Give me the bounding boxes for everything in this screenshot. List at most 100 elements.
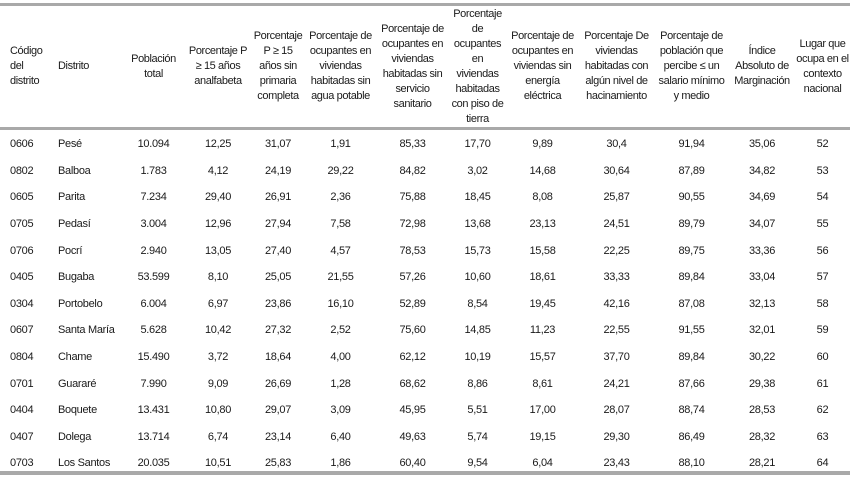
table-cell: 60,40 (399, 457, 426, 470)
table-cell: 4,57 (330, 244, 351, 257)
table-cell: 68,62 (399, 377, 426, 390)
table-cell: 27,40 (264, 244, 292, 257)
table-cell: 1,91 (330, 138, 351, 151)
table-cell: 85,33 (399, 138, 426, 151)
table-cell: 89,84 (678, 271, 705, 284)
table-row: 0304 Portobelo 6.004 6,97 23,86 16,10 52,89 8,5… (0, 291, 850, 318)
table-cell: 27,32 (264, 324, 292, 337)
table-cell: 4,00 (330, 351, 351, 364)
table-cell: 6,97 (207, 297, 229, 310)
column-header: Porcentaje de ocupantes en viviendas hab… (451, 7, 504, 125)
column-header: Código del distrito (10, 45, 43, 87)
table-cell: 1,28 (330, 377, 351, 390)
table-cell: 8,86 (467, 377, 488, 390)
table-cell: 75,88 (399, 191, 426, 204)
table-cell: 18,64 (264, 351, 292, 364)
header-row: Código del distrito Distrito Población tot… (0, 6, 850, 127)
table-cell: 6,40 (330, 430, 351, 443)
table-cell: 31,07 (264, 138, 292, 151)
table-cell: 8,10 (207, 271, 229, 284)
table-cell: 87,08 (678, 297, 705, 310)
table-cell: 9,09 (207, 377, 229, 390)
table-cell: 78,53 (399, 244, 426, 257)
table-cell: 60 (816, 351, 829, 364)
column-header: Índice Absoluto de Marginación (734, 45, 790, 87)
table-cell: 26,69 (264, 377, 292, 390)
table-cell: Parita (58, 191, 85, 204)
table-cell: 23,13 (529, 218, 556, 231)
table-cell: 4,12 (207, 164, 229, 177)
table-cell: 28,21 (748, 457, 776, 470)
column-header: Lugar que ocupa en el contexto nacional (796, 37, 849, 95)
table-cell: 28,53 (748, 404, 776, 417)
table-cell: 24,51 (603, 218, 630, 231)
table-row: 0607 Santa María 5.628 10,42 27,32 2,52 75,60 1… (0, 317, 850, 344)
table-cell: 52 (816, 138, 829, 151)
table-cell: 25,87 (603, 191, 630, 204)
table-cell: 62 (816, 404, 829, 417)
table-cell: 10,60 (464, 271, 491, 284)
column-header: Porcentaje de población que percibe ≤ un… (658, 30, 725, 102)
table-cell: 33,33 (603, 271, 630, 284)
table-cell: 87,66 (678, 377, 705, 390)
table-cell: 3,72 (207, 351, 229, 364)
table-cell: 14,85 (464, 324, 491, 337)
table-cell: 13.431 (137, 404, 170, 417)
table-cell: 28,07 (603, 404, 630, 417)
table-cell: Boquete (58, 404, 97, 417)
table-cell: 18,45 (464, 191, 491, 204)
table-cell: Bugaba (58, 271, 95, 284)
table-cell: 6.004 (140, 297, 167, 310)
table-cell: Pesé (58, 138, 82, 151)
table-cell: Portobelo (58, 297, 103, 310)
table-cell: 91,94 (678, 138, 705, 151)
table-cell: 3,09 (330, 404, 351, 417)
table-cell: 14,68 (529, 164, 556, 177)
table-cell: 29,38 (748, 377, 776, 390)
table-cell: 33,36 (748, 244, 776, 257)
table-cell: 58 (816, 297, 829, 310)
table-cell: Balboa (58, 164, 91, 177)
table-cell: 53.599 (137, 271, 170, 284)
table-cell: 0605 (10, 191, 34, 204)
table-cell: 89,75 (678, 244, 705, 257)
table-cell: 5.628 (140, 324, 167, 337)
table-cell: 19,45 (529, 297, 556, 310)
table-row: 0802 Balboa 1.783 4,12 24,19 29,22 84,82 3,02 14… (0, 158, 850, 185)
marginalization-table: Código del distrito Distrito Población tot… (0, 6, 850, 477)
table-cell: 34,69 (748, 191, 776, 204)
table-cell: 61 (816, 377, 829, 390)
table-cell: 29,22 (327, 164, 354, 177)
column-header: Población total (131, 52, 176, 80)
table-cell: 34,82 (748, 164, 776, 177)
column-header: Porcentaje de ocupantes en viviendas hab… (309, 30, 372, 102)
table-cell: 17,70 (464, 138, 491, 151)
table-cell: 32,13 (748, 297, 776, 310)
table-cell: 13.714 (137, 430, 170, 443)
table-cell: 19,15 (529, 430, 556, 443)
table-cell: 22,55 (603, 324, 630, 337)
header-rule (0, 127, 850, 130)
table-cell: 2.940 (140, 244, 167, 257)
table-row: 0701 Guararé 7.990 9,09 26,69 1,28 68,62 8,86 8,… (0, 370, 850, 397)
table-cell: 57,26 (399, 271, 426, 284)
table-cell: 10,51 (204, 457, 232, 470)
table-cell: 34,07 (748, 218, 776, 231)
table-row: 0804 Chame 15.490 3,72 18,64 4,00 62,12 10,19 15… (0, 344, 850, 371)
table-cell: 62,12 (399, 351, 426, 364)
table-cell: 24,21 (603, 377, 630, 390)
table-cell: 7.990 (140, 377, 167, 390)
table-cell: 0404 (10, 404, 34, 417)
table-cell: 22,25 (603, 244, 630, 257)
table-cell: Guararé (58, 377, 97, 390)
table-cell: 12,96 (204, 218, 232, 231)
column-header: Distrito (58, 60, 90, 72)
table-cell: 8,08 (532, 191, 553, 204)
table-cell: 1.783 (140, 164, 167, 177)
table-cell: 0804 (10, 351, 34, 364)
table-cell: 17,00 (529, 404, 556, 417)
table-cell: 72,98 (399, 218, 426, 231)
table-cell: 29,07 (264, 404, 292, 417)
table-cell: 0607 (10, 324, 34, 337)
table-row: 0706 Pocrí 2.940 13,05 27,40 4,57 78,53 15,73 15… (0, 237, 850, 264)
